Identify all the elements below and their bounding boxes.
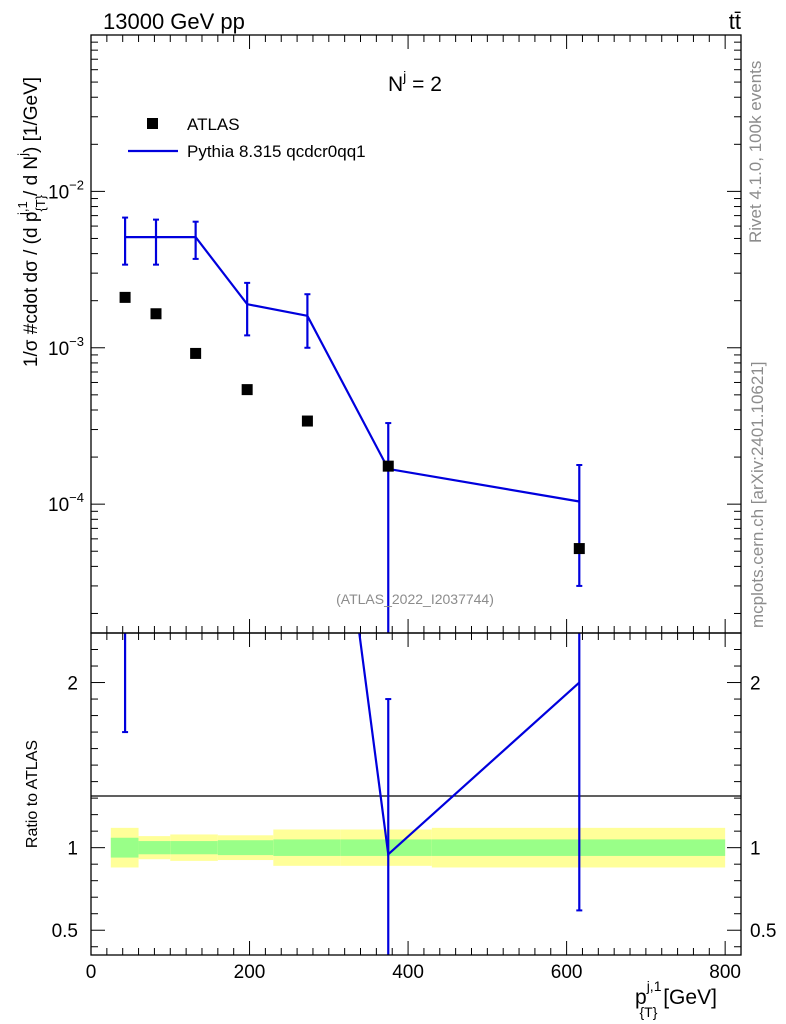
ratio-band-stat	[138, 841, 171, 855]
main-panel-data	[119, 216, 585, 633]
legend-atlas-label: ATLAS	[187, 115, 240, 134]
x-axis-label: pj,1 {T} [GeV]	[635, 978, 717, 1020]
ratio-band-stat	[340, 839, 432, 856]
ratio-panel-frame	[90, 632, 742, 956]
ratio-band-stat	[110, 837, 139, 858]
header-process-label: 13000 GeV pp	[103, 9, 245, 34]
main-panel-ticks: 10−2 10−3 10−4	[48, 34, 742, 633]
ratio-band-stat	[273, 839, 341, 856]
x-tick-label: 200	[234, 962, 266, 983]
atlas-point	[573, 543, 585, 555]
ratio-y-axis-label: Ratio to ATLAS	[24, 740, 41, 848]
x-tick-label: 800	[709, 962, 741, 983]
legend-pythia-label: Pythia 8.315 qcdcr0qq1	[187, 142, 366, 161]
main-panel: 10−2 10−3 10−4 Nj = 2 ATLAS Pythia 8.315 q…	[15, 34, 742, 634]
atlas-point	[190, 347, 202, 359]
header-ttbar-label: tt̄	[729, 9, 741, 34]
ratio-tick-label-right: 2	[750, 674, 761, 695]
atlas-point	[301, 415, 313, 427]
ratio-series	[122, 633, 583, 955]
analysis-label: (ATLAS_2022_I2037744)	[336, 591, 494, 607]
ratio-tick-label-left: 2	[67, 674, 78, 695]
ratio-tick-label-left: 0.5	[52, 921, 78, 942]
ratio-tick-label-right: 0.5	[750, 921, 776, 942]
legend: ATLAS Pythia 8.315 qcdcr0qq1	[128, 115, 366, 161]
atlas-point	[241, 384, 253, 396]
x-tick-label: 400	[392, 962, 424, 983]
legend-atlas-marker	[147, 118, 158, 129]
y-tick-label: 10−4	[48, 490, 84, 516]
ratio-panel-data	[122, 633, 583, 955]
ratio-band-stat	[217, 840, 274, 856]
mcplots-label: mcplots.cern.ch [arXiv:2401.10621]	[748, 362, 767, 628]
rivet-version-label: Rivet 4.1.0, 100k events	[746, 61, 765, 243]
ratio-tick-label-left: 1	[67, 839, 78, 860]
x-tick-label: 0	[86, 962, 97, 983]
y-tick-label: 10−3	[48, 334, 84, 360]
plot-title: Nj = 2	[388, 68, 442, 96]
ratio-tick-label-right: 1	[750, 839, 761, 860]
atlas-point	[119, 291, 131, 303]
ratio-panel: 0.5 0.5 1 1 2 2 Ratio to ATLAS	[24, 632, 776, 956]
ratio-band-stat	[170, 841, 218, 855]
atlas-point	[150, 308, 162, 320]
x-tick-labels: 0 200 400 600 800	[86, 962, 741, 983]
x-tick-label: 600	[551, 962, 583, 983]
atlas-point	[382, 460, 394, 472]
y-tick-label: 10−2	[48, 177, 84, 203]
